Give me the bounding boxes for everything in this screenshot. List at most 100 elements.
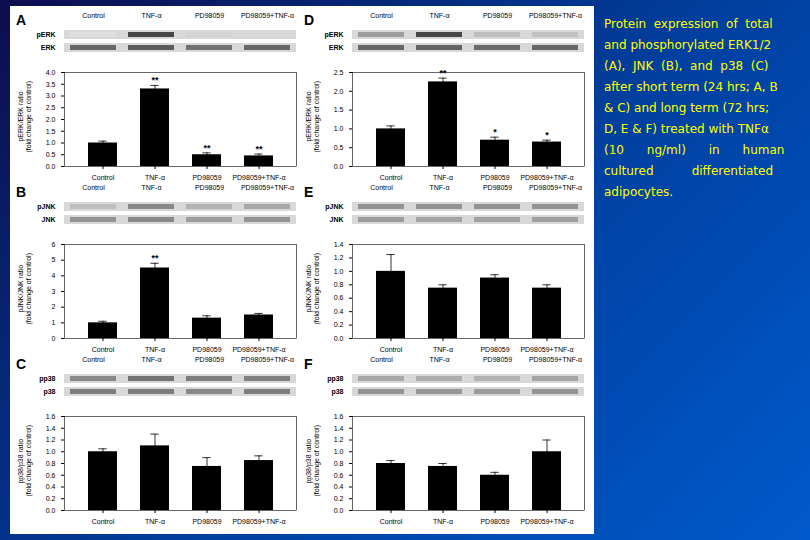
svg-text:2.5: 2.5 [46,104,56,111]
svg-text:PD98059: PD98059 [192,346,221,353]
svg-text:0.8: 0.8 [334,460,344,467]
svg-text:1.4: 1.4 [334,424,344,431]
svg-text:TNF-α: TNF-α [430,184,450,191]
svg-text:PD98059+TNF-α: PD98059+TNF-α [520,346,573,353]
svg-text:TNF-α: TNF-α [145,174,165,181]
svg-text:pERK: pERK [36,31,55,39]
svg-text:Control: Control [92,174,115,181]
svg-text:Control: Control [92,346,115,353]
svg-text:*: * [545,130,549,140]
svg-text:TNF-α: TNF-α [142,356,162,363]
svg-text:1.5: 1.5 [334,106,344,113]
svg-text:1.4: 1.4 [334,241,344,248]
svg-text:0.5: 0.5 [334,144,344,151]
svg-text:Control: Control [380,174,403,181]
svg-text:0.8: 0.8 [334,281,344,288]
svg-text:0.6: 0.6 [334,294,344,301]
svg-text:JNK: JNK [329,216,343,223]
svg-text:1.2: 1.2 [334,254,344,261]
svg-text:0.2: 0.2 [46,495,56,502]
svg-text:TNF-α: TNF-α [433,518,453,525]
svg-text:ERK: ERK [329,44,344,51]
svg-text:Control: Control [370,184,393,191]
svg-text:1.4: 1.4 [46,424,56,431]
svg-text:3: 3 [52,288,56,295]
svg-text:Control: Control [370,12,393,19]
svg-text:0.2: 0.2 [334,321,344,328]
svg-text:2.5: 2.5 [334,69,344,76]
svg-text:PD98059+TNF-α: PD98059+TNF-α [529,184,582,191]
svg-text:JNK: JNK [41,216,55,223]
svg-text:TNF-α: TNF-α [430,356,450,363]
svg-text:pJNK: pJNK [37,203,55,211]
svg-text:1.0: 1.0 [334,268,344,275]
svg-text:PD98059+TNF-α: PD98059+TNF-α [520,518,573,525]
svg-text:TNF-α: TNF-α [142,12,162,19]
svg-text:0.0: 0.0 [334,163,344,170]
svg-text:PD98059: PD98059 [192,518,221,525]
svg-text:TNF-α: TNF-α [430,12,450,19]
svg-text:PD98059+TNF-α: PD98059+TNF-α [529,12,582,19]
svg-text:0.8: 0.8 [46,460,56,467]
svg-text:1.6: 1.6 [46,413,56,420]
svg-text:Control: Control [370,356,393,363]
svg-text:0.4: 0.4 [334,483,344,490]
svg-text:1.2: 1.2 [46,436,56,443]
svg-text:PD98059+TNF-α: PD98059+TNF-α [232,174,285,181]
svg-text:0.0: 0.0 [334,507,344,514]
svg-text:1: 1 [52,319,56,326]
svg-text:TNF-α: TNF-α [145,518,165,525]
svg-text:2.0: 2.0 [46,116,56,123]
svg-text:Control: Control [82,12,105,19]
svg-text:3.5: 3.5 [46,80,56,87]
svg-text:0.4: 0.4 [46,483,56,490]
svg-text:0: 0 [52,335,56,342]
svg-text:3.0: 3.0 [46,92,56,99]
svg-text:2.0: 2.0 [334,88,344,95]
svg-text:PD98059: PD98059 [483,12,512,19]
svg-text:PD98059: PD98059 [192,174,221,181]
svg-text:Control: Control [380,518,403,525]
svg-text:TNF-α: TNF-α [142,184,162,191]
svg-text:1.2: 1.2 [334,436,344,443]
svg-text:p38: p38 [331,388,343,396]
svg-text:pp38: pp38 [39,375,55,383]
svg-text:2: 2 [52,303,56,310]
svg-text:TNF-α: TNF-α [145,346,165,353]
svg-text:PD98059+TNF-α: PD98059+TNF-α [241,12,294,19]
svg-text:0.6: 0.6 [334,471,344,478]
svg-text:Control: Control [82,356,105,363]
svg-text:0.6: 0.6 [46,471,56,478]
svg-text:pp38: pp38 [327,375,343,383]
svg-text:5: 5 [52,256,56,263]
svg-text:PD98059+TNF-α: PD98059+TNF-α [232,518,285,525]
svg-text:PD98059+TNF-α: PD98059+TNF-α [241,184,294,191]
svg-text:PD98059: PD98059 [195,184,224,191]
svg-text:**: ** [439,68,447,78]
svg-text:Control: Control [92,518,115,525]
svg-text:p38: p38 [43,388,55,396]
svg-text:1.0: 1.0 [334,125,344,132]
svg-text:PD98059+TNF-α: PD98059+TNF-α [241,356,294,363]
svg-text:Control: Control [380,346,403,353]
svg-text:*: * [493,127,497,137]
svg-text:PD98059+TNF-α: PD98059+TNF-α [529,356,582,363]
svg-text:Control: Control [82,184,105,191]
svg-text:1.0: 1.0 [46,139,56,146]
svg-text:6: 6 [52,241,56,248]
svg-text:4: 4 [52,272,56,279]
svg-text:1.6: 1.6 [334,413,344,420]
svg-text:PD98059: PD98059 [480,346,509,353]
svg-text:PD98059: PD98059 [480,174,509,181]
svg-text:TNF-α: TNF-α [433,174,453,181]
svg-text:PD98059+TNF-α: PD98059+TNF-α [520,174,573,181]
svg-text:PD98059+TNF-α: PD98059+TNF-α [232,346,285,353]
svg-text:**: ** [151,253,159,263]
svg-text:1.0: 1.0 [334,448,344,455]
svg-text:**: ** [203,143,211,153]
svg-text:PD98059: PD98059 [483,184,512,191]
svg-text:PD98059: PD98059 [483,356,512,363]
svg-text:0.0: 0.0 [46,163,56,170]
svg-text:0.0: 0.0 [46,507,56,514]
svg-text:**: ** [255,144,263,154]
